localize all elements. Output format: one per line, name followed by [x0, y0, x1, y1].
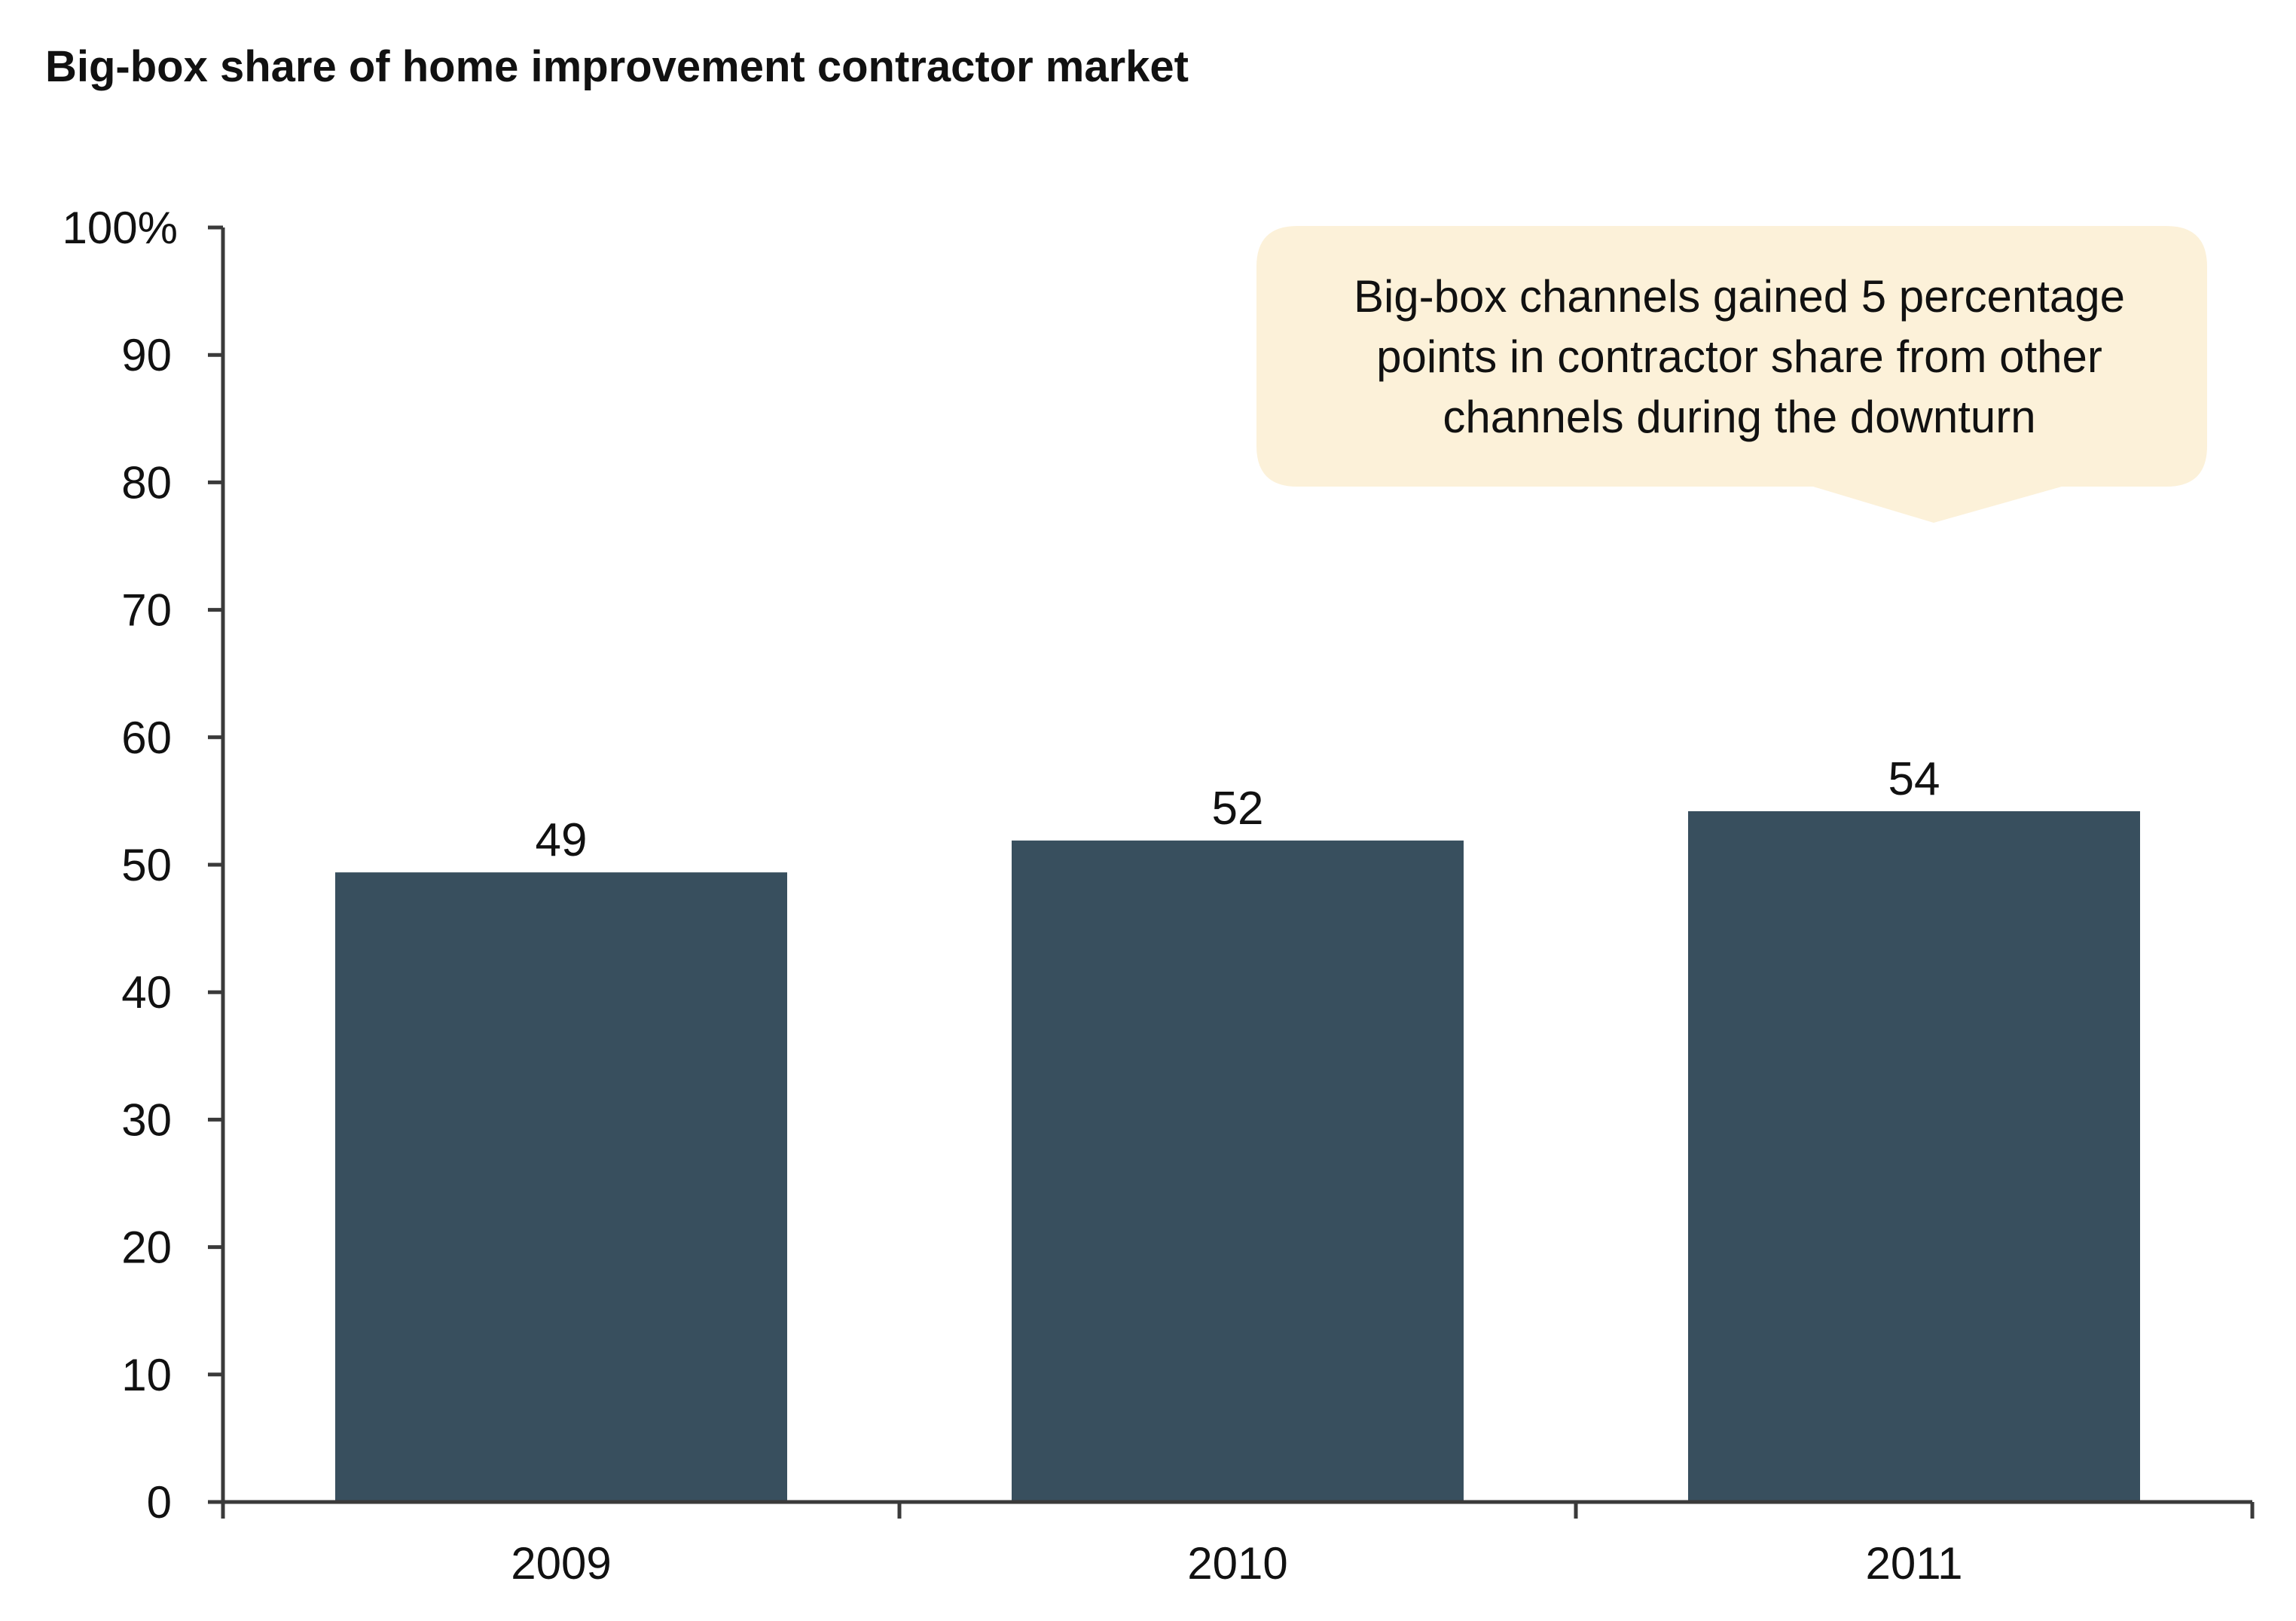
chart-title: Big-box share of home improvement contra…	[45, 42, 1189, 91]
annotation-callout-shape	[1256, 226, 2207, 523]
x-tick-label-2010: 2010	[1187, 1538, 1287, 1589]
annotation-callout: Big-box channels gained 5 percentage poi…	[1256, 226, 2207, 523]
y-tick-label-80: 80	[121, 457, 172, 508]
y-tick-label-90: 90	[121, 330, 172, 380]
axes-layer: 2009 2010 2011 0 10 20 30 40 50 60 70 80 90 100%	[63, 203, 2255, 1589]
y-tick-label-100: 100%	[63, 203, 178, 253]
y-tick-label-30: 30	[121, 1094, 172, 1145]
bar-2009	[335, 872, 787, 1502]
bar-2010	[1012, 840, 1464, 1502]
y-tick-label-70: 70	[121, 585, 172, 636]
data-label-2010: 52	[1212, 783, 1264, 835]
annotation-text-line-3: channels during the downturn	[1443, 392, 2035, 442]
data-label-2009: 49	[536, 814, 588, 866]
data-label-2011: 54	[1888, 753, 1940, 805]
bars-layer: 49 52 54	[335, 753, 2140, 1502]
y-tick-label-10: 10	[121, 1350, 172, 1400]
annotation-text-line-1: Big-box channels gained 5 percentage	[1354, 271, 2125, 322]
y-tick-label-20: 20	[121, 1223, 172, 1273]
y-tick-label-60: 60	[121, 713, 172, 763]
y-tick-label-50: 50	[121, 840, 172, 890]
x-tick-label-2009: 2009	[511, 1538, 611, 1589]
bar-2011	[1688, 810, 2140, 1502]
y-tick-label-40: 40	[121, 967, 172, 1018]
annotation-text-line-2: points in contractor share from other	[1376, 331, 2102, 382]
x-tick-label-2011: 2011	[1865, 1538, 1962, 1589]
y-tick-label-0: 0	[147, 1477, 172, 1528]
